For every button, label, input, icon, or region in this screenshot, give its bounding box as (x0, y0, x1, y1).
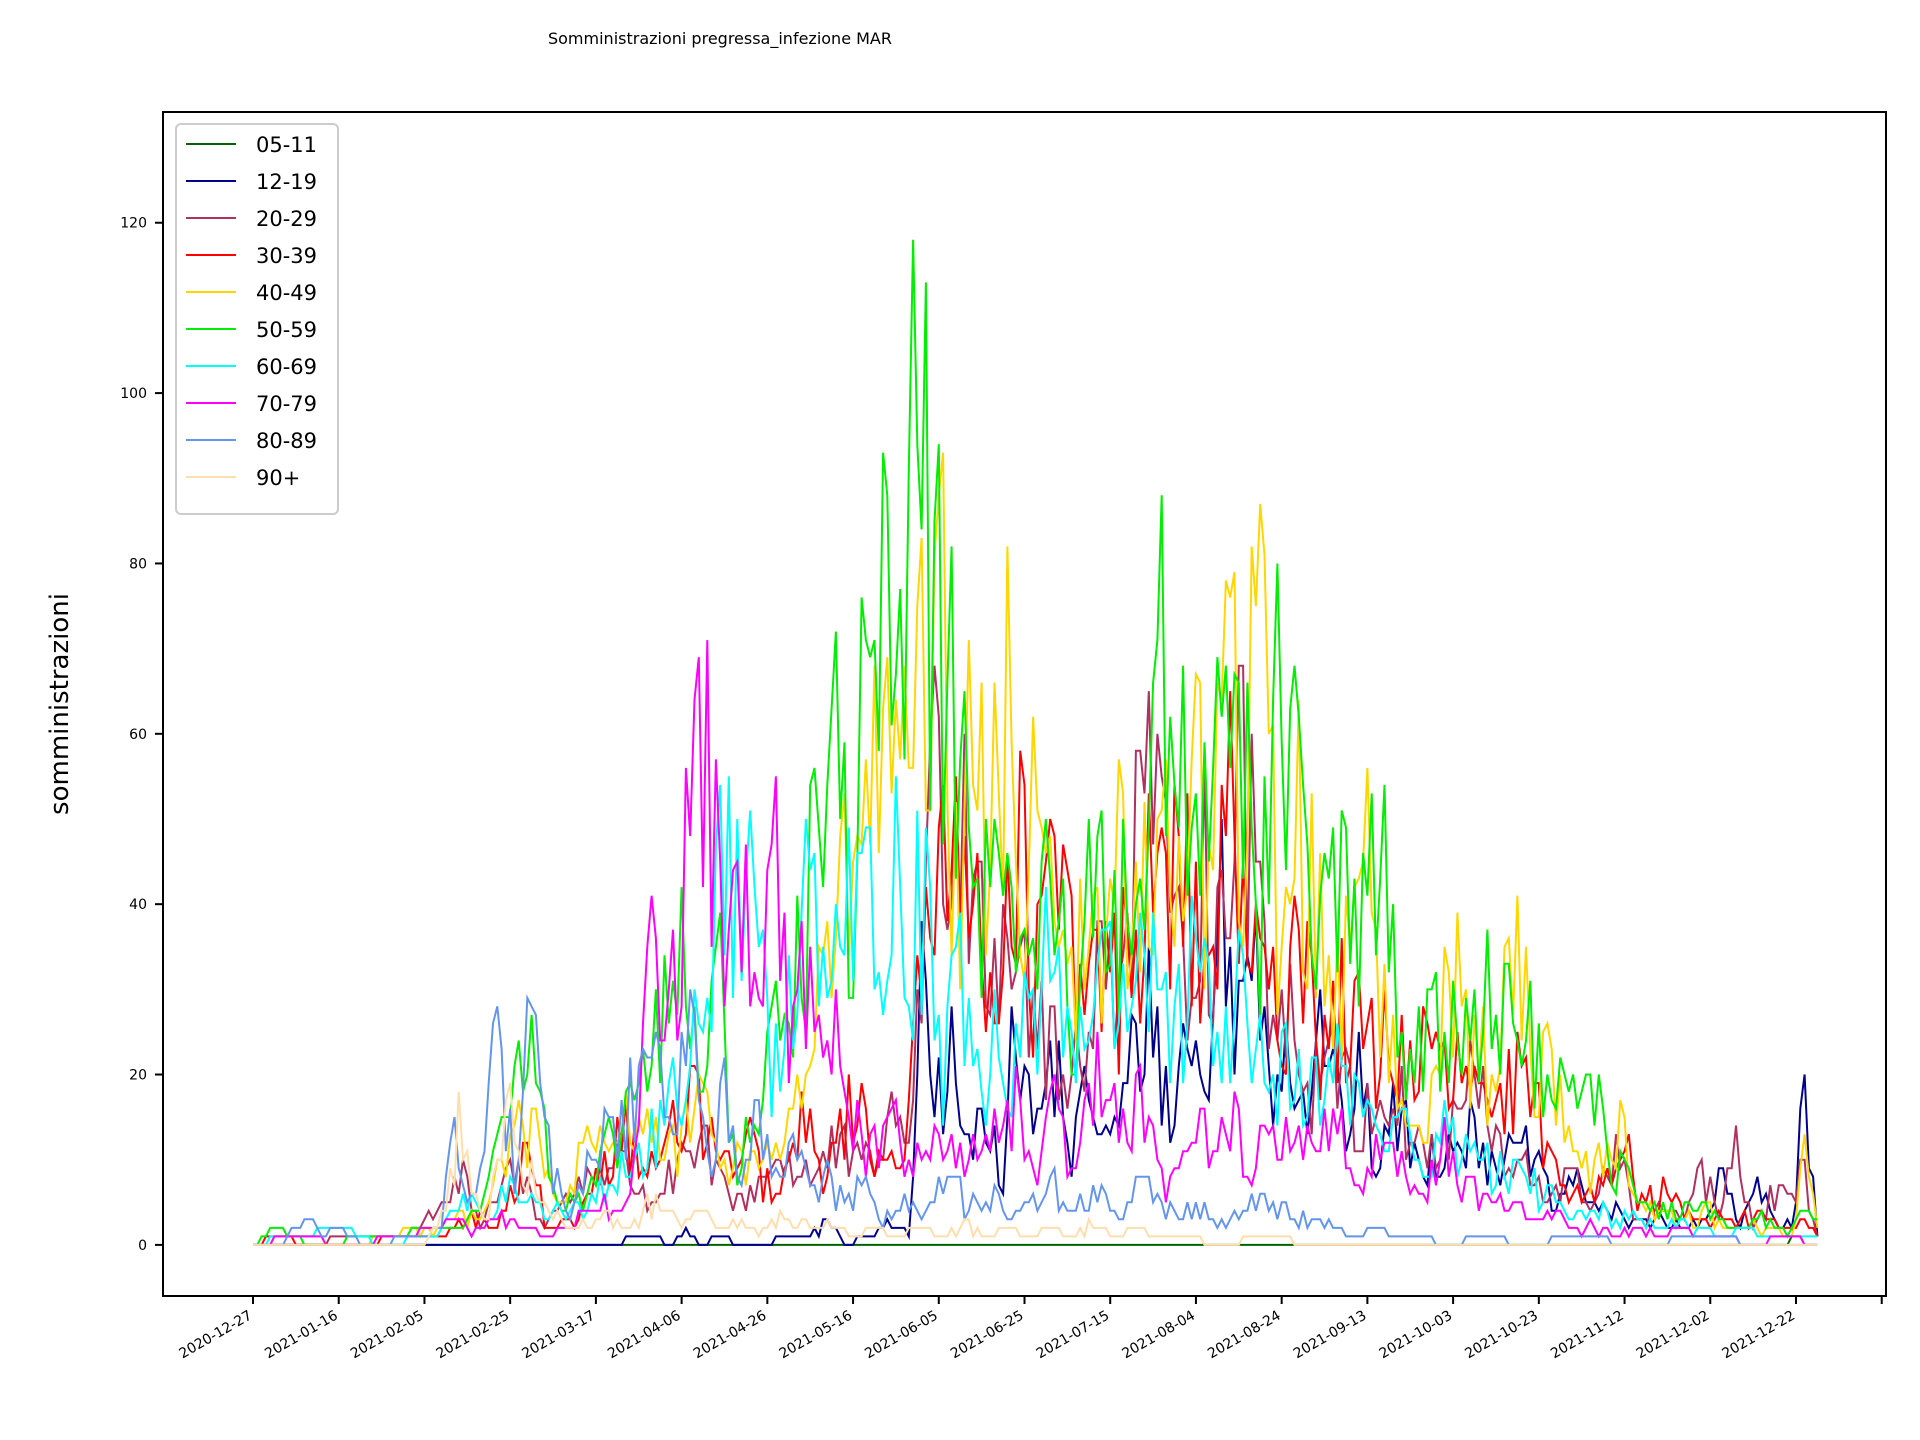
x-tick-label: 2021-07-15 (1034, 1308, 1112, 1363)
y-tick-label: 0 (138, 1238, 147, 1254)
x-tick-label: 2021-12-22 (1720, 1308, 1798, 1363)
x-tick-label: 2021-02-25 (434, 1308, 512, 1363)
x-tick-label: 2021-10-03 (1377, 1308, 1455, 1363)
x-tick-label: 2021-11-12 (1548, 1308, 1626, 1363)
y-tick-label: 20 (129, 1068, 147, 1084)
series-line-50-59 (253, 239, 1818, 1246)
x-tick-label: 2021-05-16 (777, 1308, 856, 1363)
x-tick-label: 2021-06-05 (862, 1308, 940, 1363)
legend-label-60-69: 60-69 (256, 355, 317, 379)
x-tick-label: 2020-12-27 (177, 1308, 255, 1363)
legend-label-50-59: 50-59 (256, 318, 317, 342)
y-tick-label: 60 (129, 727, 147, 743)
legend-label-12-19: 12-19 (256, 170, 317, 194)
plot-frame (162, 111, 1887, 1297)
series-layer (253, 239, 1819, 1246)
x-tick-label: 2021-12-02 (1634, 1308, 1712, 1363)
y-tick-label: 40 (129, 897, 147, 913)
series-line-90+ (253, 1082, 1818, 1246)
y-tick-label: 80 (129, 556, 147, 572)
x-tick-label: 2021-08-24 (1205, 1308, 1284, 1363)
series-line-80-89 (253, 989, 1818, 1246)
x-tick-label: 2021-04-26 (691, 1308, 770, 1363)
x-tick-label: 2021-02-05 (348, 1308, 426, 1363)
legend-label-90+: 90+ (256, 466, 300, 490)
series-line-12-19 (253, 818, 1819, 1246)
x-tick-label: 2021-04-06 (605, 1308, 684, 1363)
legend-label-30-39: 30-39 (256, 244, 317, 268)
legend-label-05-11: 05-11 (256, 133, 317, 157)
legend-label-40-49: 40-49 (256, 281, 317, 305)
chart-title: Somministrazioni pregressa_infezione MAR (548, 29, 892, 49)
x-tick-label: 2021-06-25 (948, 1308, 1026, 1363)
series-line-30-39 (253, 691, 1819, 1246)
y-tick-label: 120 (120, 216, 147, 232)
legend: 05-11 12-19 20-29 30-39 40-49 50-59 60-69 70-79… (175, 123, 339, 515)
legend-box (175, 123, 339, 515)
x-tick-label: 2021-03-17 (519, 1308, 597, 1363)
x-tick-label: 2021-08-04 (1119, 1308, 1198, 1363)
x-tick-label: 2021-10-23 (1462, 1308, 1540, 1363)
series-line-05-11 (253, 1235, 1818, 1246)
series-line-70-79 (253, 640, 1818, 1246)
y-axis-label: somministrazioni (45, 593, 75, 815)
x-tick-label: 2021-09-13 (1291, 1308, 1369, 1363)
legend-label-20-29: 20-29 (256, 207, 317, 231)
legend-label-70-79: 70-79 (256, 392, 317, 416)
x-tick-label: 2021-01-16 (262, 1308, 341, 1363)
y-tick-label: 100 (120, 386, 147, 402)
legend-label-80-89: 80-89 (256, 429, 317, 453)
